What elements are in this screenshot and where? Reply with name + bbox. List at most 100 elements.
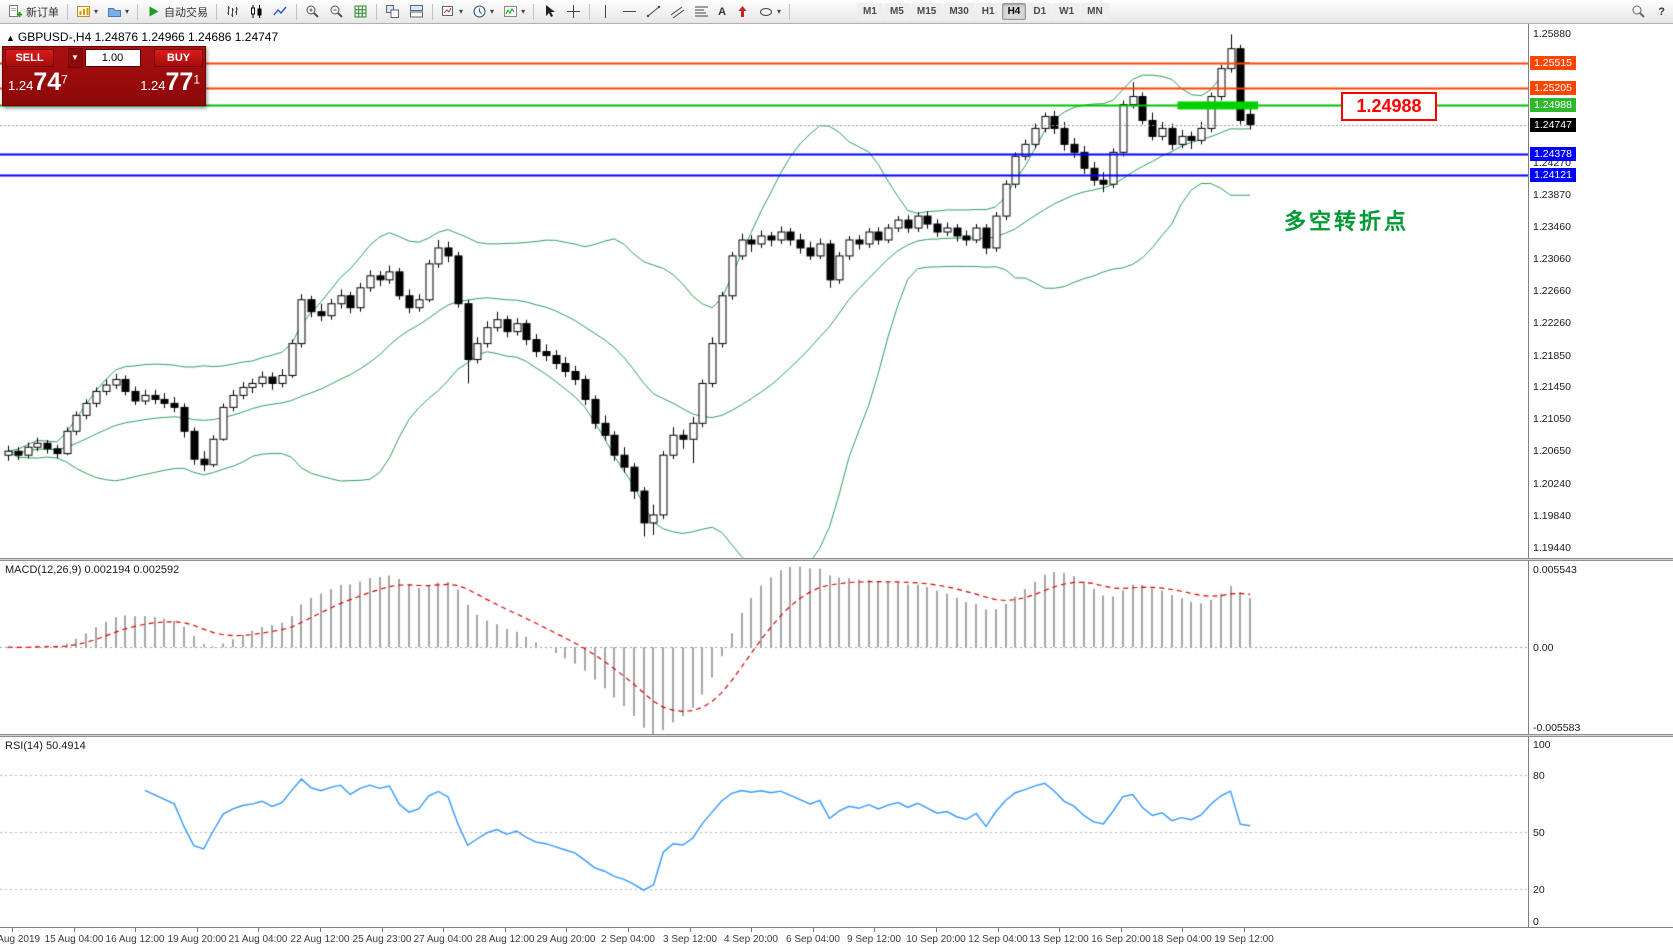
- time-axis-tick: [998, 928, 999, 932]
- tile-windows-icon: [385, 4, 400, 19]
- line-chart-mode-icon: [273, 4, 288, 19]
- grid-button[interactable]: [349, 2, 372, 22]
- time-axis-tick: [505, 928, 506, 932]
- time-axis-label: 4 Sep 20:00: [724, 934, 778, 945]
- bar-chart-mode-button[interactable]: [221, 2, 244, 22]
- trade-panel-prices: 1.24747 1.24771: [3, 68, 205, 96]
- clock-icon: [472, 4, 487, 19]
- timeframe-button-h4[interactable]: H4: [1001, 3, 1027, 20]
- time-axis-label: 21 Aug 04:00: [228, 934, 288, 945]
- time-axis-label: 25 Aug 23:00: [352, 934, 412, 945]
- line-chart-mode-button[interactable]: [269, 2, 292, 22]
- time-axis-label: 13 Aug 2019: [0, 934, 41, 945]
- fibonacci-button[interactable]: [690, 2, 713, 22]
- cursor-button[interactable]: [538, 2, 561, 22]
- timeframe-button-m5[interactable]: M5: [883, 3, 910, 20]
- time-axis-label: 13 Sep 12:00: [1029, 934, 1089, 945]
- time-axis-tick: [1059, 928, 1060, 932]
- zoom-out-icon: [329, 4, 344, 19]
- cursor-icon: [542, 4, 557, 19]
- time-axis-tick: [135, 928, 136, 932]
- zoom-in-button[interactable]: [301, 2, 324, 22]
- trendline-button[interactable]: [642, 2, 665, 22]
- horizontal-line-button[interactable]: [618, 2, 641, 22]
- toolbar-separator: [67, 3, 68, 20]
- new-order-button[interactable]: 新订单: [4, 2, 63, 22]
- toolbar-separator: [432, 3, 434, 20]
- panel-splitter[interactable]: [0, 734, 1673, 737]
- one-click-trading-panel: SELL ▼ BUY 1.24747 1.24771: [2, 46, 206, 106]
- time-axis-label: 18 Sep 04:00: [1152, 934, 1212, 945]
- toolbar-separator: [296, 3, 298, 20]
- buy-button[interactable]: BUY: [154, 48, 203, 67]
- cascade-windows-icon: [409, 4, 424, 19]
- volume-input[interactable]: [84, 48, 141, 67]
- search-button[interactable]: [1627, 2, 1650, 22]
- channel-button[interactable]: [666, 2, 689, 22]
- toolbar-separator: [376, 3, 378, 20]
- time-axis-tick: [74, 928, 75, 932]
- new-chart-dropdown-icon: [441, 4, 456, 19]
- autotrading-icon: [146, 4, 161, 19]
- rsi-canvas[interactable]: [0, 737, 1528, 927]
- sell-button[interactable]: SELL: [5, 48, 54, 67]
- volume-options-caret-icon[interactable]: ▼: [67, 47, 83, 68]
- new-chart-button[interactable]: ▾: [72, 2, 102, 22]
- trendline-icon: [646, 4, 661, 19]
- bar-chart-mode-icon: [225, 4, 240, 19]
- timeframe-button-h1[interactable]: H1: [975, 3, 1001, 20]
- timeframe-button-m1[interactable]: M1: [857, 3, 883, 20]
- timeframe-button-m30[interactable]: M30: [943, 3, 975, 20]
- time-axis-label: 9 Sep 12:00: [847, 934, 901, 945]
- main-chart-canvas[interactable]: [0, 24, 1528, 558]
- indicators-caret-icon: ▾: [521, 6, 526, 16]
- time-axis-label: 2 Sep 04:00: [601, 934, 655, 945]
- timeframe-button-m15[interactable]: M15: [910, 3, 943, 20]
- help-button[interactable]: ?: [1654, 2, 1669, 22]
- timeframe-button-d1[interactable]: D1: [1027, 3, 1053, 20]
- profiles-button[interactable]: ▾: [103, 2, 133, 22]
- zoom-in-icon: [305, 4, 320, 19]
- shapes-button[interactable]: ▾: [755, 2, 785, 22]
- shapes-icon: [759, 4, 774, 19]
- time-axis-label: 27 Aug 04:00: [413, 934, 473, 945]
- time-axis-tick: [813, 928, 814, 932]
- time-axis-tick: [320, 928, 321, 932]
- new-chart-dropdown-button[interactable]: ▾: [437, 2, 467, 22]
- buy-price[interactable]: 1.24771: [140, 68, 200, 96]
- macd-canvas[interactable]: [0, 561, 1528, 734]
- toolbar-separator: [589, 3, 591, 20]
- timeframe-button-w1[interactable]: W1: [1053, 3, 1081, 20]
- time-axis-tick: [566, 928, 567, 932]
- time-axis-label: 16 Sep 20:00: [1091, 934, 1151, 945]
- arrow-objects-button[interactable]: [731, 2, 754, 22]
- arrow-objects-icon: [735, 4, 750, 19]
- time-axis-label: 29 Aug 20:00: [536, 934, 596, 945]
- cascade-windows-button[interactable]: [405, 2, 428, 22]
- vertical-line-button[interactable]: [594, 2, 617, 22]
- search-icon: [1631, 4, 1646, 19]
- time-axis-tick: [874, 928, 875, 932]
- help-icon: ?: [1658, 5, 1665, 18]
- candlestick-mode-button[interactable]: [245, 2, 268, 22]
- zoom-out-button[interactable]: [325, 2, 348, 22]
- clock-button[interactable]: ▾: [468, 2, 498, 22]
- time-axis-label: 12 Sep 04:00: [968, 934, 1028, 945]
- indicators-button[interactable]: ▾: [499, 2, 529, 22]
- candlestick-mode-icon: [249, 4, 264, 19]
- time-axis-tick: [12, 928, 13, 932]
- timeframe-button-mn[interactable]: MN: [1081, 3, 1109, 20]
- time-axis-label: 3 Sep 12:00: [663, 934, 717, 945]
- autotrading-button[interactable]: 自动交易: [142, 2, 212, 22]
- tile-windows-button[interactable]: [381, 2, 404, 22]
- crosshair-button[interactable]: [562, 2, 585, 22]
- toolbar-right-group: ?: [1627, 2, 1669, 22]
- sell-price[interactable]: 1.24747: [8, 68, 68, 96]
- text-button[interactable]: A: [714, 2, 730, 22]
- time-axis-label: 15 Aug 04:00: [44, 934, 104, 945]
- time-axis-tick: [751, 928, 752, 932]
- new-chart-icon: [76, 4, 91, 19]
- panel-splitter[interactable]: [0, 558, 1673, 561]
